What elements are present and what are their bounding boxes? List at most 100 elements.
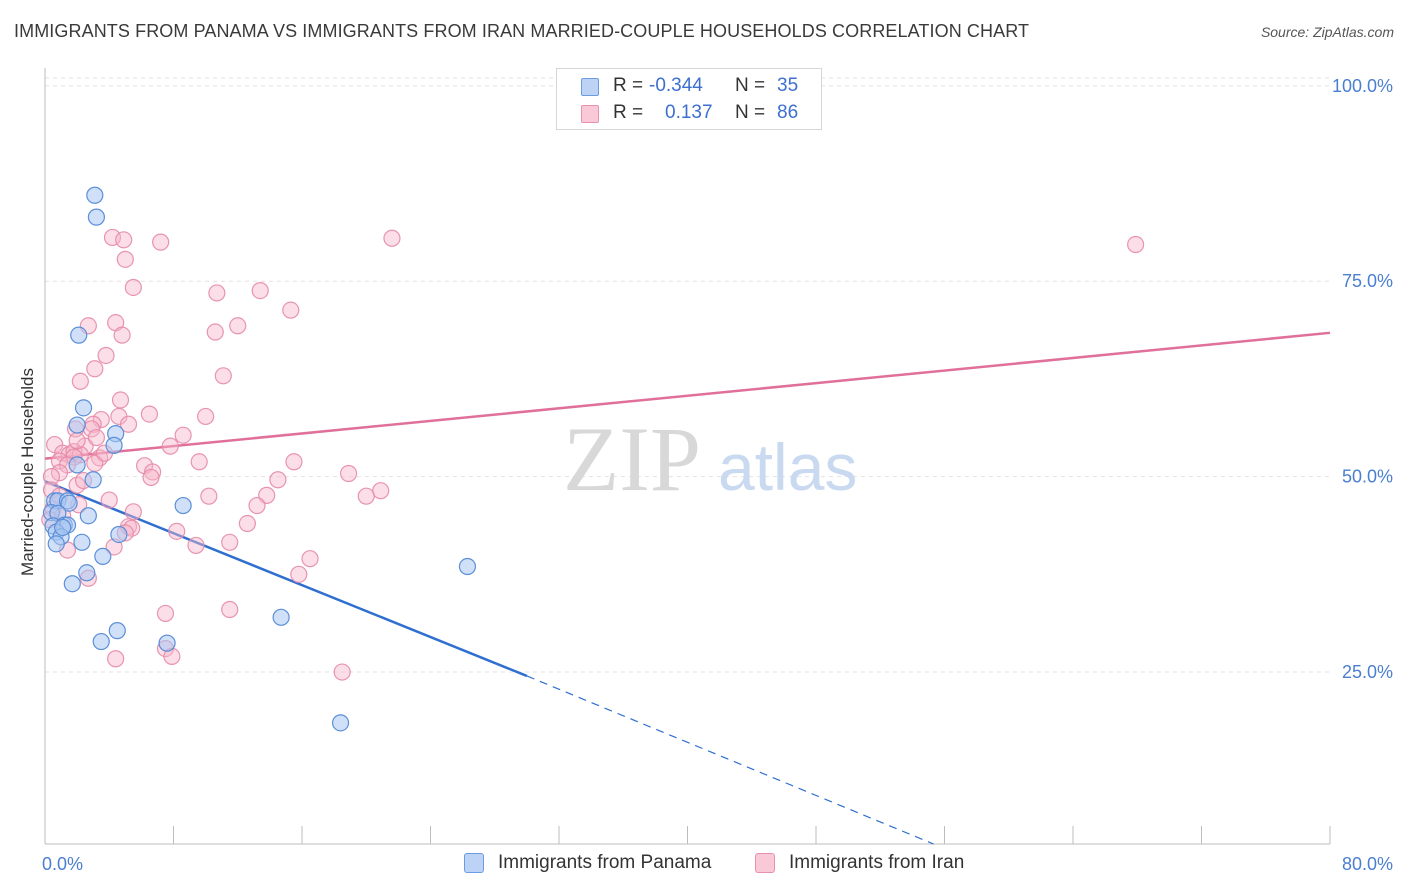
legend-r-label: R = <box>613 102 644 123</box>
iran-point <box>301 550 319 568</box>
watermark-atlas: atlas <box>718 430 857 504</box>
iran-point <box>339 464 358 483</box>
iran-point <box>214 367 232 385</box>
iran-point <box>200 487 218 505</box>
iran-point <box>206 323 224 341</box>
panama-point <box>92 632 110 651</box>
iran-trend-line <box>44 331 1331 460</box>
iran-point <box>107 650 125 668</box>
iran-point <box>168 522 186 540</box>
iran-point <box>86 360 104 378</box>
iran-point <box>42 468 61 486</box>
iran-point <box>119 415 138 433</box>
iran-point <box>221 533 239 551</box>
iran-point <box>187 536 205 555</box>
chart-title: IMMIGRANTS FROM PANAMA VS IMMIGRANTS FRO… <box>14 21 1030 41</box>
panama-point <box>74 399 93 417</box>
y-tick-label: 25.0% <box>1342 662 1393 682</box>
correlation-legend: R = -0.344 N = 35 R = 0.137 N = 86 <box>556 68 822 130</box>
iran-point <box>156 604 175 623</box>
iran-point <box>50 452 69 470</box>
iran-point <box>251 282 269 300</box>
iran-point <box>142 468 160 487</box>
iran-point <box>197 407 215 426</box>
iran-point <box>116 250 134 268</box>
bottom-legend-label: Immigrants from Panama <box>498 852 712 873</box>
iran-point <box>111 391 130 409</box>
iran-point <box>269 471 287 489</box>
legend-n-value: 86 <box>777 102 799 123</box>
panama-point <box>73 533 91 551</box>
iran-point <box>357 487 375 505</box>
y-tick-label: 50.0% <box>1342 467 1393 487</box>
panama-point <box>79 507 97 525</box>
iran-point <box>91 449 109 467</box>
iran-point <box>71 372 89 390</box>
iran-point <box>113 326 131 344</box>
panama-point <box>87 208 106 226</box>
iran-point <box>124 503 142 521</box>
iran-swatch <box>755 853 775 873</box>
legend-n-value: 35 <box>777 75 799 96</box>
iran-point <box>372 482 390 500</box>
panama-point <box>68 416 86 434</box>
panama-point <box>458 557 477 576</box>
x-tick-label: 0.0% <box>42 854 83 874</box>
panama-point <box>47 535 65 553</box>
legend-n-label: N = <box>735 102 766 123</box>
iran-point <box>383 229 401 247</box>
panama-point <box>70 326 88 344</box>
panama-point <box>68 456 86 474</box>
panama-point <box>60 494 78 512</box>
iran-point <box>229 317 247 335</box>
legend-r-label: R = <box>613 75 644 96</box>
panama-point <box>272 608 290 626</box>
panama-trend-extension <box>526 675 934 845</box>
y-axis-label: Married-couple Households <box>18 368 37 576</box>
panama-point <box>94 547 112 565</box>
iran-point <box>174 426 192 444</box>
y-tick-label: 75.0% <box>1342 271 1393 291</box>
iran-point <box>221 600 239 619</box>
iran-point <box>238 514 256 533</box>
panama-point <box>63 575 81 593</box>
panama-swatch <box>464 853 484 873</box>
iran-point <box>115 231 133 249</box>
iran-point <box>290 565 308 583</box>
iran-swatch <box>581 105 599 123</box>
panama-points <box>42 186 477 732</box>
panama-point <box>110 525 128 544</box>
gridlines <box>45 77 1330 673</box>
iran-point <box>161 437 179 455</box>
axes <box>44 68 1331 845</box>
iran-point <box>208 284 226 302</box>
iran-point <box>140 405 159 423</box>
iran-point <box>124 278 142 297</box>
iran-point <box>333 663 351 681</box>
panama-point <box>331 714 350 732</box>
source-label: Source: ZipAtlas.com <box>1260 24 1394 40</box>
panama-trend-line <box>44 480 528 678</box>
iran-point <box>190 453 208 471</box>
bottom-legend-label: Immigrants from Iran <box>789 852 965 873</box>
iran-point <box>100 491 118 509</box>
panama-point <box>84 471 102 489</box>
panama-point <box>78 564 96 582</box>
panama-swatch <box>581 78 599 96</box>
iran-point <box>97 346 115 365</box>
legend-r-value: -0.344 <box>649 75 703 96</box>
panama-point <box>108 622 126 640</box>
panama-point <box>158 634 176 652</box>
x-tick-label: 80.0% <box>1342 854 1393 874</box>
iran-point <box>152 233 170 251</box>
legend-n-label: N = <box>735 75 766 96</box>
axis-labels: 25.0% 50.0% 75.0% 100.0% 0.0% 80.0% <box>42 76 1393 874</box>
iran-point <box>1127 235 1145 254</box>
iran-point <box>282 301 300 319</box>
iran-point <box>50 464 69 482</box>
watermark-zip: ZIP <box>563 408 701 510</box>
iran-point <box>285 453 303 471</box>
iran-point <box>87 428 106 447</box>
panama-point <box>105 436 123 454</box>
iran-point <box>248 496 266 515</box>
